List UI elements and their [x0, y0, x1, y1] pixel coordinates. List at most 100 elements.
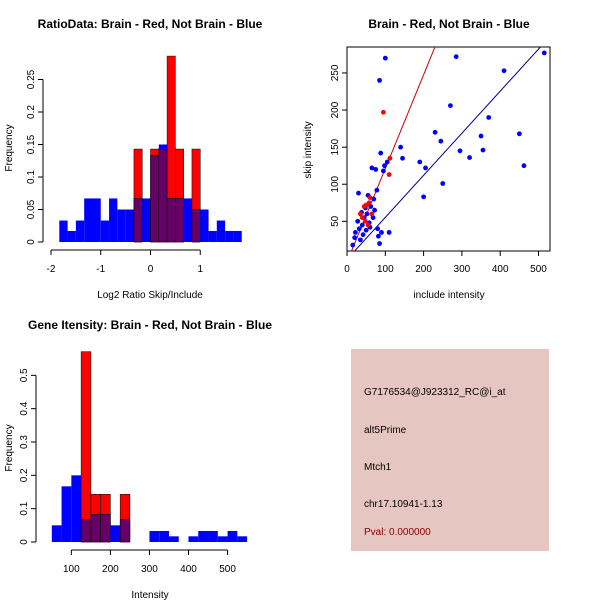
gene-not-brain-bar: [227, 531, 238, 542]
scatter-point-not-brain: [478, 133, 484, 139]
gene-not-brain-bar: [110, 525, 121, 542]
scatter-point-not-brain: [382, 163, 387, 169]
scatter-points: [350, 50, 547, 248]
ratio-overlap-bar: [191, 209, 201, 243]
gene-not-brain-bar: [237, 536, 248, 542]
event-type: alt5Prime: [364, 425, 407, 436]
genomic-location: chr17.10941-1.13: [364, 499, 443, 510]
scatter-point-brain: [366, 200, 372, 206]
scatter-point-not-brain: [377, 77, 382, 83]
scatter-title: Brain - Red, Not Brain - Blue: [368, 17, 530, 31]
scatter-point-brain: [380, 109, 386, 115]
scatter-point-not-brain: [398, 144, 404, 150]
scatter-point-not-brain: [379, 230, 384, 235]
gene-not-brain-bar: [198, 531, 209, 542]
ratio-y-tick-label: 0.25: [26, 69, 37, 89]
gene-not-brain-bar: [159, 531, 169, 542]
scatter-point-not-brain: [467, 155, 472, 160]
scatter-point-not-brain: [438, 138, 444, 144]
scatter-y-tick-label: 150: [330, 138, 341, 155]
scatter-point-not-brain: [375, 226, 381, 232]
scatter-point-not-brain: [457, 148, 463, 154]
scatter-point-brain: [359, 215, 365, 221]
scatter-point-not-brain: [378, 150, 384, 156]
scatter-point-not-brain: [376, 233, 381, 239]
ratio-x-tick-label: -2: [47, 264, 56, 275]
gene-overlap-bar: [119, 519, 131, 543]
scatter-x-tick-label: 300: [454, 264, 471, 275]
gene-overlap-bar: [80, 519, 92, 543]
scatter-fit-lines: [351, 47, 541, 251]
scatter-point-not-brain: [364, 211, 370, 217]
gene-name: Mtch1: [364, 462, 392, 473]
ratio-histogram-bars: [59, 55, 242, 243]
scatter-point-not-brain: [480, 147, 486, 153]
scatter-point-not-brain: [372, 207, 377, 213]
scatter-point-not-brain: [516, 131, 522, 137]
ratio-not-brain-bar: [158, 144, 168, 150]
gene-not-brain-bar: [61, 486, 72, 542]
scatter-point-brain: [367, 195, 373, 200]
gene-overlap-bar: [100, 514, 111, 543]
scatter-point-brain: [358, 211, 363, 217]
scatter-y-tick-label: 100: [330, 175, 341, 192]
ratio-not-brain-bar: [67, 230, 76, 242]
ratio-not-brain-bar: [75, 220, 85, 242]
scatter-x-tick-label: 200: [415, 264, 432, 275]
ratio-y-tick-label: 0: [26, 239, 37, 245]
scatter-plot-box: [346, 46, 551, 252]
gene-not-brain-bar: [149, 531, 160, 542]
ratio-not-brain-bar: [183, 198, 192, 242]
ratio-not-brain-bar: [208, 230, 217, 242]
ratio-not-brain-bar: [142, 198, 151, 242]
scatter-point-not-brain: [400, 155, 405, 161]
scatter-point-not-brain: [371, 196, 377, 202]
scatter-ylabel: skip intensity: [303, 121, 314, 178]
scatter-point-not-brain: [423, 165, 428, 171]
ratio-histogram-title: RatioData: Brain - Red, Not Brain - Blue: [38, 17, 263, 31]
gene-not-brain-bar: [51, 525, 62, 542]
scatter-point-not-brain: [486, 115, 492, 120]
scatter-point-not-brain: [380, 168, 386, 174]
scatter-y-tick-label: 50: [330, 215, 341, 227]
gene-x-tick-label: 100: [63, 564, 80, 575]
scatter-point-not-brain: [440, 181, 446, 186]
scatter-point-not-brain: [453, 54, 459, 60]
gene-y-tick-label: 0.5: [19, 368, 30, 382]
gene-x-tick-label: 400: [180, 564, 197, 575]
ratio-overlap-bar: [150, 155, 160, 243]
ratio-not-brain-bar: [117, 209, 126, 242]
scatter-point-not-brain: [359, 222, 365, 228]
scatter-point-brain: [362, 218, 368, 224]
scatter-y-tick-label: 200: [330, 101, 341, 118]
ratio-y-tick-label: 0.1: [26, 170, 37, 184]
gene-y-tick-label: 0: [19, 539, 30, 545]
gene-x-tick-label: 500: [219, 564, 236, 575]
gene-overlap-bar: [90, 514, 101, 543]
scatter-point-not-brain: [353, 230, 358, 235]
scatter-point-not-brain: [360, 232, 366, 238]
scatter-point-not-brain: [521, 163, 527, 169]
ratio-x-tick-label: 0: [148, 264, 154, 275]
ratio-x-tick-label: 1: [197, 264, 203, 275]
gene-x-tick-label: 200: [102, 564, 119, 575]
gene-x-tick-label: 300: [141, 564, 158, 575]
scatter-point-not-brain: [501, 68, 507, 74]
scatter-point-not-brain: [350, 242, 356, 248]
event-info-panel: G7176534@J923312_RC@i_at alt5Prime Mtch1…: [351, 349, 549, 551]
ratio-histogram-panel: RatioData: Brain - Red, Not Brain - Blue…: [4, 17, 263, 301]
intensity-scatter-panel: Brain - Red, Not Brain - Blue include in…: [303, 17, 551, 301]
gene-not-brain-bar: [188, 536, 199, 542]
gene-not-brain-bar: [217, 536, 228, 542]
scatter-point-not-brain: [352, 235, 358, 241]
gene-y-tick-label: 0.2: [19, 468, 30, 482]
scatter-point-not-brain: [356, 226, 362, 232]
gene-histogram-xlabel: Intensity: [131, 590, 168, 600]
scatter-point-not-brain: [356, 190, 361, 196]
scatter-point-not-brain: [386, 230, 392, 235]
scatter-point-not-brain: [432, 129, 438, 135]
ratio-histogram-ylabel: Frequency: [4, 124, 15, 171]
gene-not-brain-bar: [71, 475, 82, 542]
ratio-not-brain-bar: [92, 198, 101, 242]
